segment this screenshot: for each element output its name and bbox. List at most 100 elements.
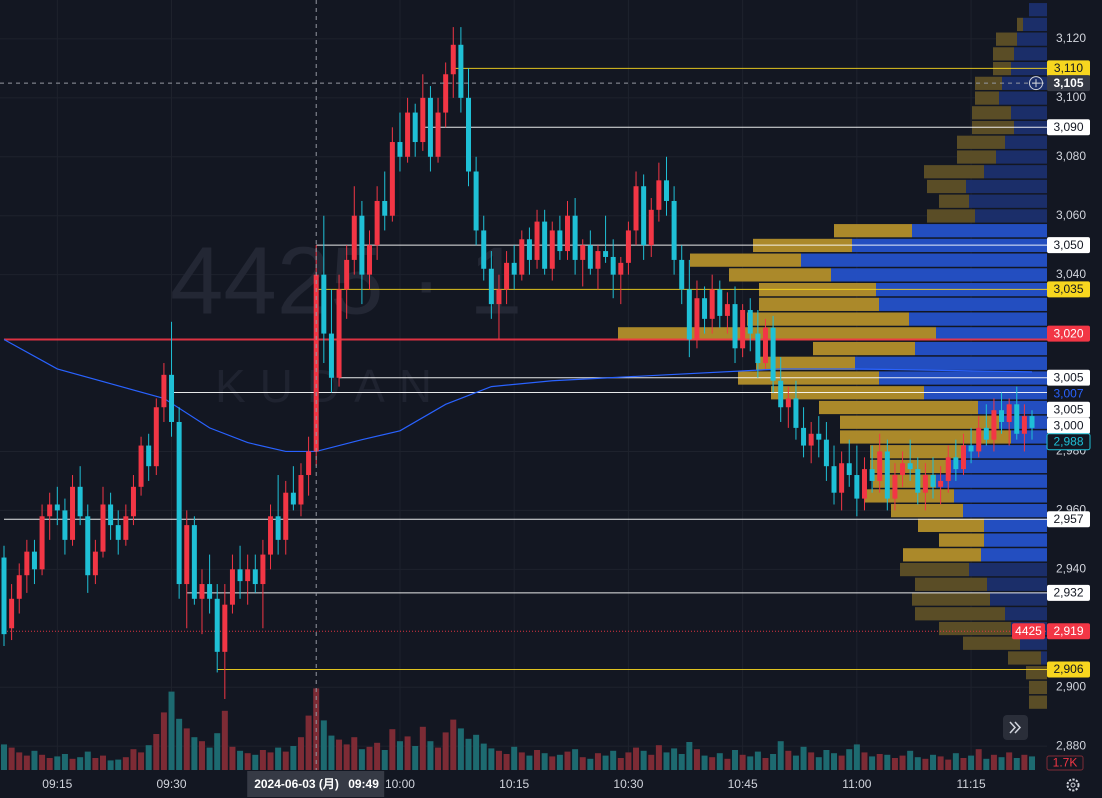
profile-up <box>1005 607 1047 621</box>
volume-bar <box>549 756 556 770</box>
x-tick-label: 11:15 <box>957 777 986 791</box>
candle-body <box>344 259 350 290</box>
y-tick-label: 2,900 <box>1056 679 1086 693</box>
price-tag <box>1047 281 1090 298</box>
candle-body <box>960 445 966 470</box>
candle-body <box>641 186 647 246</box>
x-tick-label: 10:30 <box>613 777 643 791</box>
candle-body <box>625 230 631 263</box>
profile-up <box>1020 636 1047 650</box>
price-tag <box>1047 325 1090 342</box>
candle-body <box>146 445 152 467</box>
volume-bar <box>823 750 830 770</box>
candle-body <box>869 469 875 481</box>
crosshair-add[interactable] <box>1029 76 1043 91</box>
candle-body <box>321 274 327 334</box>
volume-bar <box>1 744 7 770</box>
price-tag-label: 3,005 <box>1053 402 1083 416</box>
profile-up <box>1005 135 1047 149</box>
profile-down <box>918 518 984 532</box>
volume-bar <box>800 746 807 770</box>
vwap-line <box>3 338 1033 453</box>
y-tick-label: 3,120 <box>1056 31 1086 45</box>
volume-bar <box>115 759 122 770</box>
volume-bar <box>389 729 396 770</box>
profile-up <box>855 356 1047 370</box>
candle-body <box>496 289 502 305</box>
candle-body <box>793 398 799 428</box>
profile-down <box>618 327 936 341</box>
volume-bar <box>930 754 937 770</box>
profile-down <box>924 165 984 179</box>
y-tick-label: 2,880 <box>1056 738 1086 752</box>
candle-body <box>846 463 852 476</box>
candle-body <box>275 516 281 540</box>
volume-bar <box>968 755 975 770</box>
candle-body <box>633 186 639 231</box>
price-tag <box>1047 369 1090 386</box>
volume-bar <box>678 754 685 770</box>
volume-bar <box>107 760 114 770</box>
candle-body <box>237 569 243 582</box>
price-tag <box>1047 584 1090 601</box>
candle-body <box>504 262 510 290</box>
volume-bar <box>54 756 61 770</box>
y-tick-label: 3,100 <box>1056 90 1086 104</box>
candle-body <box>976 427 982 452</box>
volume-bar <box>747 756 754 770</box>
volume-bar <box>92 758 99 770</box>
settings-button[interactable] <box>1066 778 1080 792</box>
candle-body <box>31 551 37 570</box>
volume-bar <box>762 758 769 770</box>
profile-up <box>1017 32 1047 46</box>
candle-body <box>709 289 715 319</box>
profile-down <box>915 577 987 591</box>
volume-bar <box>610 750 617 770</box>
symbol-tag-label: 4425 <box>1015 624 1042 638</box>
candle-body <box>130 486 136 517</box>
volume-bar <box>663 752 670 770</box>
price-tag-label: 3,035 <box>1053 282 1083 296</box>
candle-body <box>580 245 586 260</box>
volume-bar <box>732 750 739 770</box>
candle-body <box>755 333 761 364</box>
price-tag-label: 3,000 <box>1053 418 1083 432</box>
price-tag-label: 3,110 <box>1054 61 1083 75</box>
volume-bar <box>336 739 343 770</box>
volume-bar <box>990 754 997 770</box>
profile-up <box>969 562 1047 577</box>
volume-bar <box>297 737 304 770</box>
candle-body <box>717 289 723 316</box>
candle-body <box>443 74 449 113</box>
x-tick-label: 10:15 <box>499 777 529 791</box>
candle-body <box>85 516 91 576</box>
price-tag <box>1047 401 1090 418</box>
candle-body <box>184 525 190 585</box>
volume-bar <box>579 757 586 770</box>
candle-body <box>511 262 517 275</box>
volume-bar <box>572 749 579 770</box>
volume-bar <box>39 754 46 770</box>
candle-body <box>245 569 251 582</box>
candle-body <box>488 268 494 305</box>
volume-bar <box>488 748 495 770</box>
candle-body <box>816 433 822 440</box>
candle-body <box>138 445 144 487</box>
candle-body <box>983 427 989 440</box>
volume-bar <box>869 756 876 770</box>
profile-down <box>993 47 1014 61</box>
profile-down <box>1029 680 1047 695</box>
candle-body <box>1 557 7 635</box>
volume-bar <box>709 757 716 770</box>
crosshair-price-label: 3,105 <box>1053 76 1083 90</box>
time-axis <box>0 770 1047 798</box>
volume-bar <box>465 738 472 770</box>
candle-body <box>70 486 76 540</box>
profile-up <box>969 194 1047 208</box>
profile-down <box>690 253 801 267</box>
candle-body <box>953 457 959 470</box>
candle-body <box>367 245 373 275</box>
candle-body <box>747 310 753 334</box>
volume-bar <box>846 749 853 770</box>
profile-down <box>813 341 915 356</box>
